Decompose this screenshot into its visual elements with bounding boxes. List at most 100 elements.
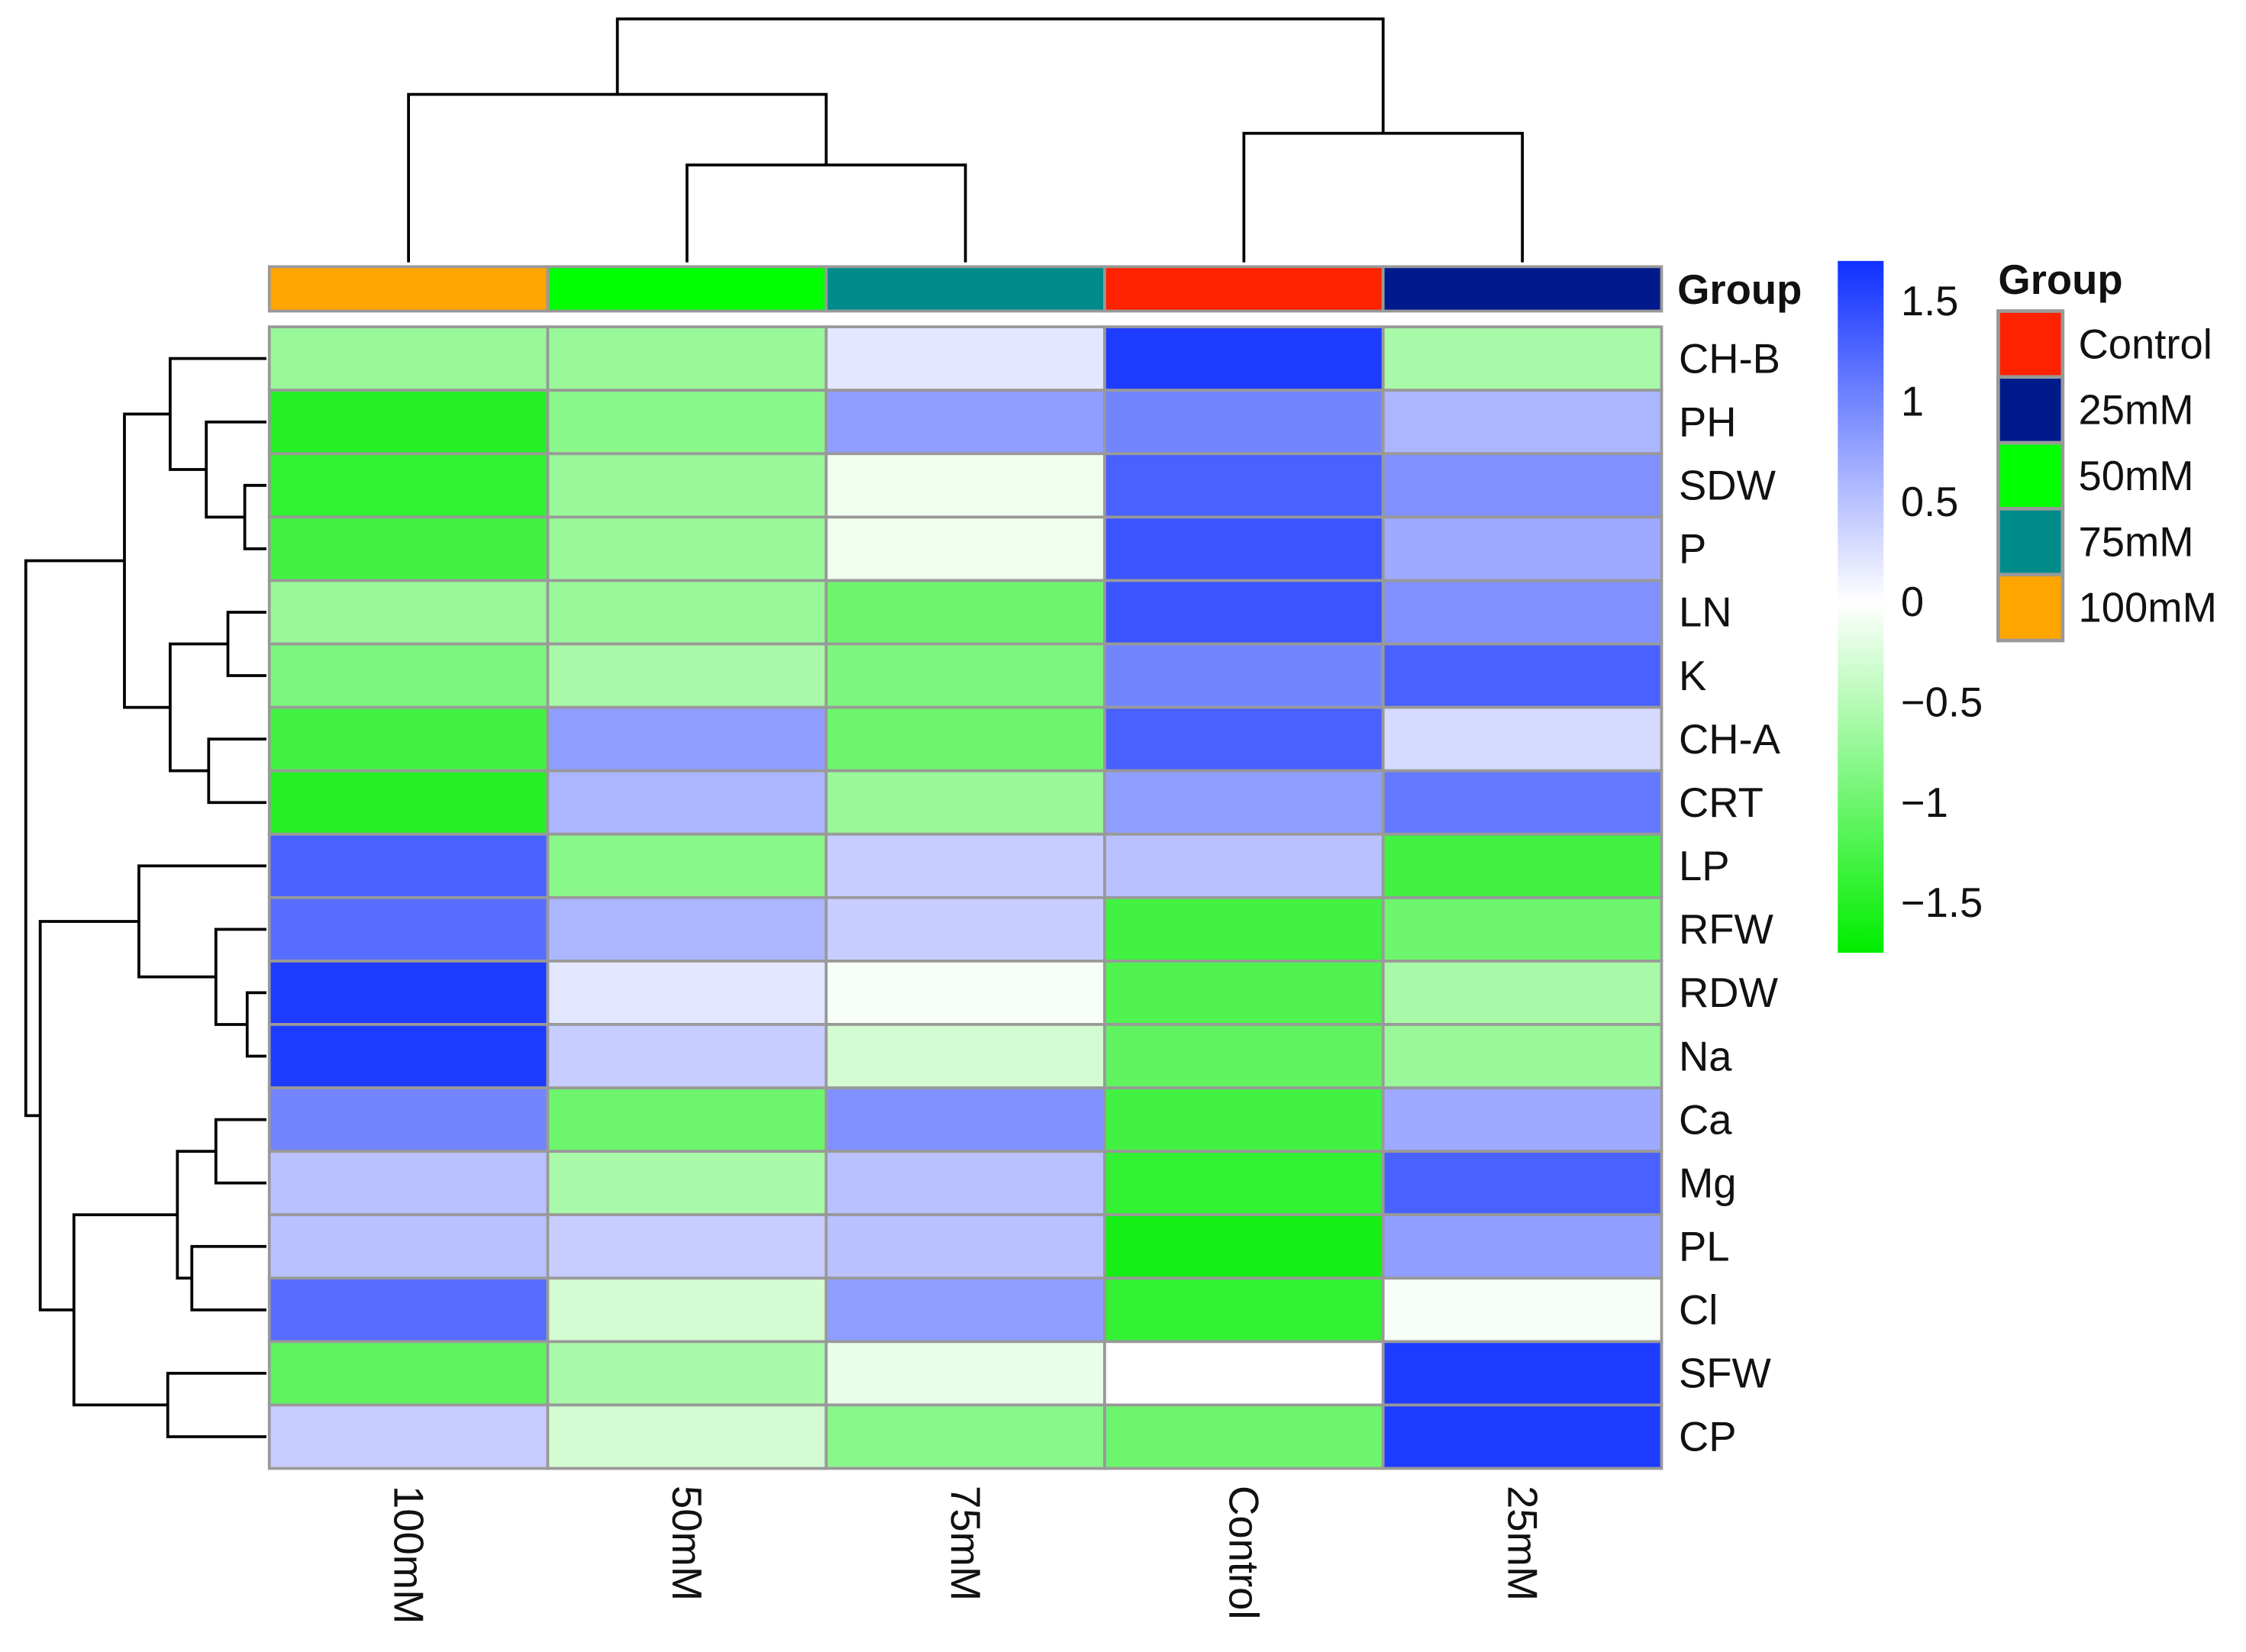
heatmap-cell-CH-A-Control [1103, 705, 1385, 773]
heatmap-cell-Mg-Control [1103, 1150, 1385, 1217]
row-label: CH-B [1679, 335, 1780, 382]
heatmap-cell-RDW-50mM [546, 960, 828, 1026]
heatmap-cell-Na-Control [1103, 1023, 1385, 1089]
column-labels: 100mM 50mM 75mM Control 25mM [385, 1486, 1545, 1624]
row-label: SDW [1679, 463, 1776, 509]
heatmap-cell-Na-75mM [825, 1023, 1106, 1089]
heatmap-cell-RFW-75mM [825, 895, 1106, 963]
heatmap-cell-Mg-100mM [267, 1150, 550, 1217]
heatmap-cell-Cl-50mM [546, 1276, 828, 1344]
heatmap-cell-CP-Control [1103, 1403, 1385, 1470]
heatmap-cell-CP-100mM [267, 1403, 550, 1470]
heatmap-cell-K-75mM [825, 642, 1106, 709]
colorbar-ticks: 1.5 1 0.5 0 −0.5 −1 −1.5 [1901, 278, 1983, 926]
colorbar-tick-label: 0 [1901, 579, 1924, 625]
heatmap-cell-SDW-50mM [546, 452, 828, 519]
annotation-cell-50mM [546, 265, 828, 313]
annotation-cell-100mM [267, 265, 550, 313]
heatmap-cell-K-50mM [546, 642, 828, 709]
heatmap-cell-RFW-50mM [546, 895, 828, 963]
heatmap-cell-CP-25mM [1381, 1403, 1664, 1470]
annotation-row-label: Group [1677, 266, 1802, 313]
annotation-cell-75mM [825, 265, 1106, 313]
heatmap-cell-CRT-50mM [546, 769, 828, 836]
heatmap-cell-RDW-75mM [825, 960, 1106, 1026]
heatmap-cell-K-25mM [1381, 642, 1664, 709]
dendrogram-branch [1242, 131, 1524, 263]
heatmap-cell-CH-B-100mM [267, 325, 550, 392]
legend-label: 75mM [2078, 518, 2193, 565]
heatmap-cell-LN-Control [1103, 579, 1385, 646]
heatmap-cell-LP-25mM [1381, 832, 1664, 899]
heatmap-cell-LN-50mM [546, 579, 828, 646]
heatmap-cell-PH-Control [1103, 389, 1385, 456]
row-label: PH [1679, 398, 1737, 445]
dendrogram-branch [137, 864, 266, 979]
heatmap-cell-P-25mM [1381, 515, 1664, 582]
row-label: Mg [1679, 1160, 1737, 1206]
row-label: RDW [1679, 970, 1779, 1016]
heatmap-cell-SFW-25mM [1381, 1340, 1664, 1407]
dendrogram-branch [685, 163, 967, 263]
legend-label: Control [2078, 321, 2212, 367]
colorbar-tick-label: 0.5 [1901, 479, 1959, 525]
heatmap-cell-SDW-75mM [825, 452, 1106, 519]
heatmap-cell-Na-50mM [546, 1023, 828, 1089]
legend-label: 25mM [2078, 387, 2193, 434]
row-label: K [1679, 653, 1706, 699]
dendrogram-branch [207, 737, 266, 805]
heatmap-cell-RDW-Control [1103, 960, 1385, 1026]
legend-swatch-100mM [1996, 573, 2065, 643]
dendrogram-branch [72, 1213, 178, 1407]
row-label: RFW [1679, 906, 1774, 953]
dendrogram-branch [190, 1244, 266, 1312]
annotation-cell-25mM [1381, 265, 1664, 313]
heatmap-cell-CH-A-25mM [1381, 705, 1664, 773]
heatmap-cell-SDW-25mM [1381, 452, 1664, 519]
column-label: 75mM [942, 1486, 989, 1601]
group-annotation-bar [267, 265, 1664, 313]
heatmap-cell-P-75mM [825, 515, 1106, 582]
dendrogram-branch [123, 412, 170, 709]
heatmap-cell-Cl-Control [1103, 1276, 1385, 1344]
heatmap-cell-CRT-75mM [825, 769, 1106, 836]
heatmap-cell-PH-50mM [546, 389, 828, 456]
heatmap-cell-Cl-75mM [825, 1276, 1106, 1344]
heatmap-cell-Mg-75mM [825, 1150, 1106, 1217]
legend-swatch-75mM [1996, 507, 2065, 577]
dendrogram-branch [169, 642, 228, 773]
heatmap-cell-Cl-25mM [1381, 1276, 1664, 1344]
colorbar-tick-label: −1.5 [1901, 879, 1983, 926]
heatmap-cell-PL-Control [1103, 1213, 1385, 1280]
heatmap-cell-CRT-Control [1103, 769, 1385, 836]
heatmap-cell-CH-A-75mM [825, 705, 1106, 773]
dendrogram-branch [214, 1118, 266, 1185]
heatmap-cell-Na-100mM [267, 1023, 550, 1089]
heatmap-cell-LN-100mM [267, 579, 550, 646]
row-labels: CH-B PH SDW P LN K CH-A CRT LP RFW RDW Na Ca Mg PL Cl SF… [1679, 335, 1781, 1460]
heatmap-cell-LN-75mM [825, 579, 1106, 646]
dendrogram-branch [615, 17, 1385, 134]
heatmap-cell-PL-25mM [1381, 1213, 1664, 1280]
heatmap-cell-PH-25mM [1381, 389, 1664, 456]
heatmap-cell-LP-Control [1103, 832, 1385, 899]
row-label: Na [1679, 1033, 1732, 1079]
heatmap-cell-K-Control [1103, 642, 1385, 709]
heatmap-cell-LN-25mM [1381, 579, 1664, 646]
heatmap-cell-CH-A-100mM [267, 705, 550, 773]
heatmap-cell-CP-50mM [546, 1403, 828, 1470]
heatmap-cell-PL-100mM [267, 1213, 550, 1280]
heatmap-cell-LP-50mM [546, 832, 828, 899]
heatmap-cell-P-Control [1103, 515, 1385, 582]
heatmap-cell-PH-100mM [267, 389, 550, 456]
dendrogram-branch [176, 1150, 216, 1280]
heatmap-cell-PL-50mM [546, 1213, 828, 1280]
legend-swatch-50mM [1996, 440, 2065, 511]
column-label: 50mM [663, 1486, 710, 1601]
column-label: 25mM [1499, 1486, 1545, 1601]
heatmap-cell-Mg-50mM [546, 1150, 828, 1217]
dendrogram-branch [166, 1372, 266, 1438]
heatmap-cell-RDW-25mM [1381, 960, 1664, 1026]
heatmap-cell-P-100mM [267, 515, 550, 582]
heatmap-cell-RFW-25mM [1381, 895, 1664, 963]
